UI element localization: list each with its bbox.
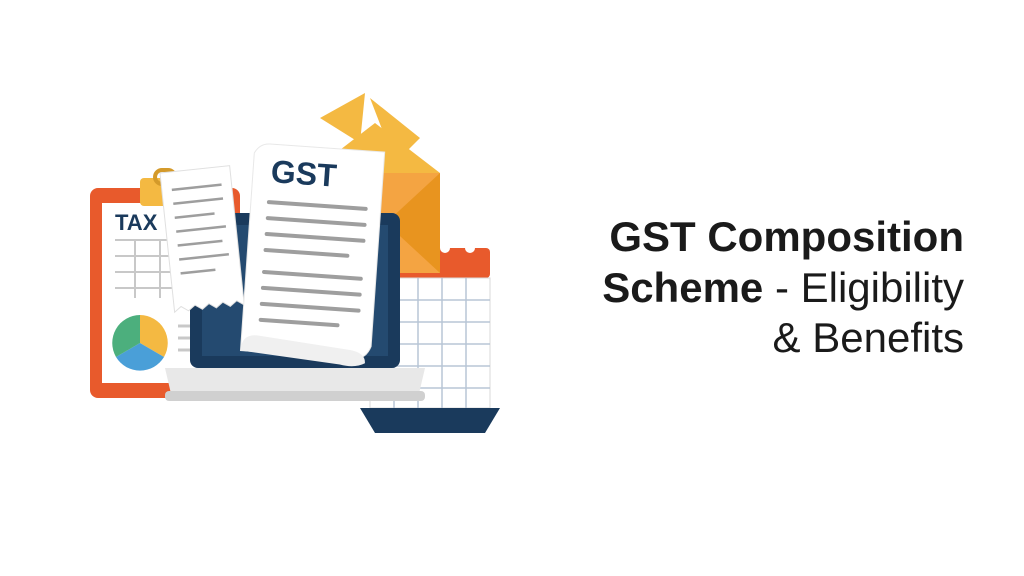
illustration-area: TAX bbox=[60, 88, 520, 488]
heading-bold-1: GST Composition bbox=[609, 213, 964, 260]
main-container: TAX bbox=[0, 0, 1024, 576]
heading-light-3: & Benefits bbox=[773, 314, 964, 361]
receipt-icon bbox=[160, 166, 244, 313]
heading-line-1: GST Composition bbox=[560, 212, 964, 262]
heading-bold-2: Scheme bbox=[602, 264, 763, 311]
svg-text:GST: GST bbox=[270, 153, 339, 194]
gst-document-icon: GST bbox=[240, 143, 385, 368]
heading-line-2: Scheme - Eligibility bbox=[560, 263, 964, 313]
heading-light-2: - Eligibility bbox=[763, 264, 964, 311]
svg-text:TAX: TAX bbox=[115, 210, 158, 235]
composite-illustration: TAX bbox=[60, 88, 520, 488]
heading-line-3: & Benefits bbox=[560, 313, 964, 363]
heading-block: GST Composition Scheme - Eligibility & B… bbox=[520, 212, 964, 363]
